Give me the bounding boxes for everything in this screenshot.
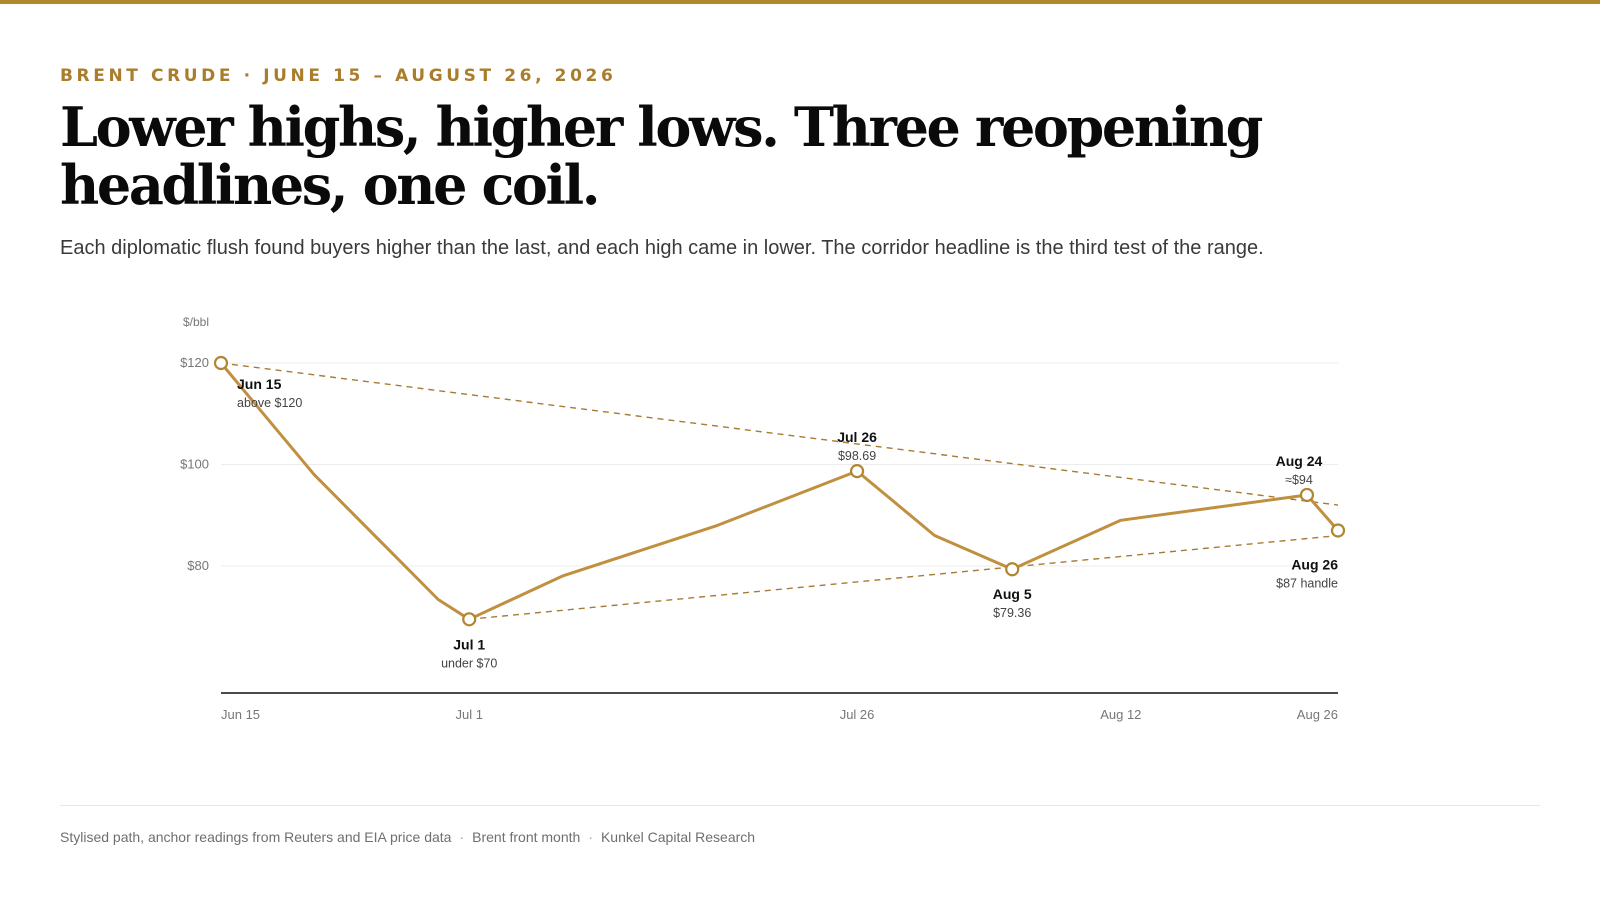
gridlines: [221, 362, 1338, 567]
x-axis-ticks: Jun 15 Jul 1 Jul 26 Aug 12 Aug 26: [221, 707, 1338, 722]
footer-source: Stylised path, anchor readings from Reut…: [60, 829, 452, 845]
footer-separator: ·: [588, 829, 593, 845]
anchor-point-marker: [1299, 487, 1315, 503]
anchor-point-marker: [1330, 523, 1346, 538]
annotation-title: Jul 26: [837, 429, 877, 445]
source-footer: Stylised path, anchor readings from Reut…: [60, 829, 755, 845]
y-axis-ticks: $120 $100 $80: [180, 355, 209, 573]
x-tick-label: Jul 1: [455, 707, 482, 722]
annotation-title: Aug 26: [1291, 556, 1338, 572]
y-axis-unit-label: $/bbl: [183, 315, 209, 329]
annotation-title: Aug 5: [993, 586, 1032, 602]
series-line-brent: [219, 361, 1340, 621]
anchor-markers: [213, 355, 1346, 627]
chart-kicker: BRENT CRUDE · JUNE 15 – AUGUST 26, 2026: [60, 66, 617, 86]
annotation-detail: ≈$94: [1285, 473, 1313, 487]
footer-publisher: Kunkel Capital Research: [600, 829, 756, 845]
annotation-title: Aug 24: [1276, 453, 1323, 469]
y-tick-label: $80: [187, 558, 209, 573]
footer-separator: ·: [459, 829, 465, 845]
trendlines: [220, 362, 1339, 620]
x-tick-label: Aug 26: [1297, 707, 1338, 722]
footer-divider: [60, 805, 1540, 806]
top-accent-bar: [0, 0, 1600, 4]
y-tick-label: $120: [180, 355, 209, 370]
brent-line-chart: $120 $100 $80 $/bbl Jun 15 Jul 1 Jul 26 Aug 1…: [180, 315, 1346, 722]
chart-headline: Lower highs, higher lows. Three reopenin…: [60, 95, 1263, 217]
resistance-trendline: [220, 362, 1339, 506]
support-trendline: [469, 534, 1339, 620]
annotation-detail: under $70: [441, 656, 497, 670]
annotation-detail: $87 handle: [1276, 576, 1338, 590]
annotation-title: Jul 1: [453, 636, 485, 652]
annotation-title: Jun 15: [237, 376, 282, 392]
annotations: Jun 15 above $120 Jul 1 under $70 Jul 26 $98.…: [237, 376, 1338, 670]
anchor-point-marker: [849, 464, 865, 479]
annotation-detail: $79.36: [993, 606, 1031, 620]
x-tick-label: Aug 12: [1100, 707, 1141, 722]
y-tick-label: $100: [180, 457, 209, 472]
anchor-point-marker: [462, 612, 477, 627]
chart-subtitle: Each diplomatic flush found buyers highe…: [60, 237, 1264, 259]
footer-series: Brent front month: [472, 829, 581, 845]
x-tick-label: Jul 26: [840, 707, 875, 722]
anchor-point-marker: [1005, 562, 1020, 577]
annotation-detail: $98.69: [838, 449, 876, 463]
anchor-point-marker: [213, 355, 229, 371]
x-tick-label: Jun 15: [221, 707, 260, 722]
annotation-detail: above $120: [237, 396, 302, 410]
